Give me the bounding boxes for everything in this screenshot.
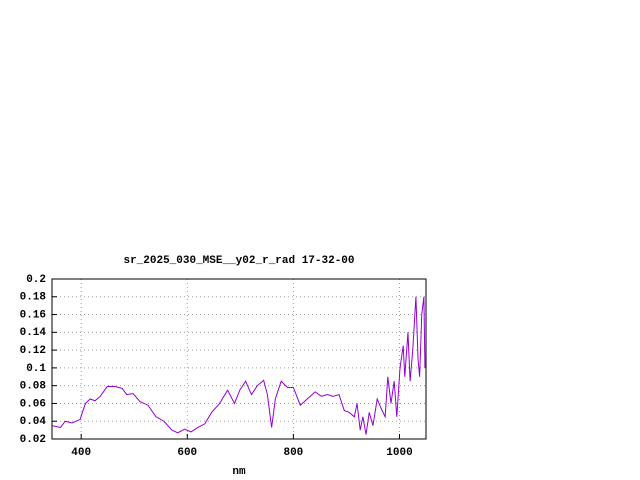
y-tick-label: 0.2 bbox=[26, 274, 46, 286]
data-line bbox=[51, 296, 426, 435]
y-tick-label: 0.04 bbox=[20, 416, 47, 428]
x-tick-label: 400 bbox=[71, 447, 91, 459]
y-tick-label: 0.12 bbox=[20, 345, 46, 357]
y-tick-label: 0.02 bbox=[20, 434, 46, 446]
plot-border bbox=[51, 278, 427, 440]
y-tick-label: 0.14 bbox=[20, 327, 47, 339]
x-tick-label: 600 bbox=[177, 447, 197, 459]
y-tick-label: 0.16 bbox=[20, 309, 46, 321]
x-tick-label: 1000 bbox=[386, 447, 412, 459]
y-tick-label: 0.06 bbox=[20, 398, 46, 410]
x-axis-label: nm bbox=[232, 466, 246, 478]
x-tick-label: 800 bbox=[283, 447, 303, 459]
y-tick-label: 0.18 bbox=[20, 292, 47, 304]
chart-title: sr_2025_030_MSE__y02_r_rad 17-32-00 bbox=[123, 255, 354, 267]
y-tick-label: 0.08 bbox=[20, 381, 47, 393]
y-tick-label: 0.1 bbox=[26, 363, 46, 375]
